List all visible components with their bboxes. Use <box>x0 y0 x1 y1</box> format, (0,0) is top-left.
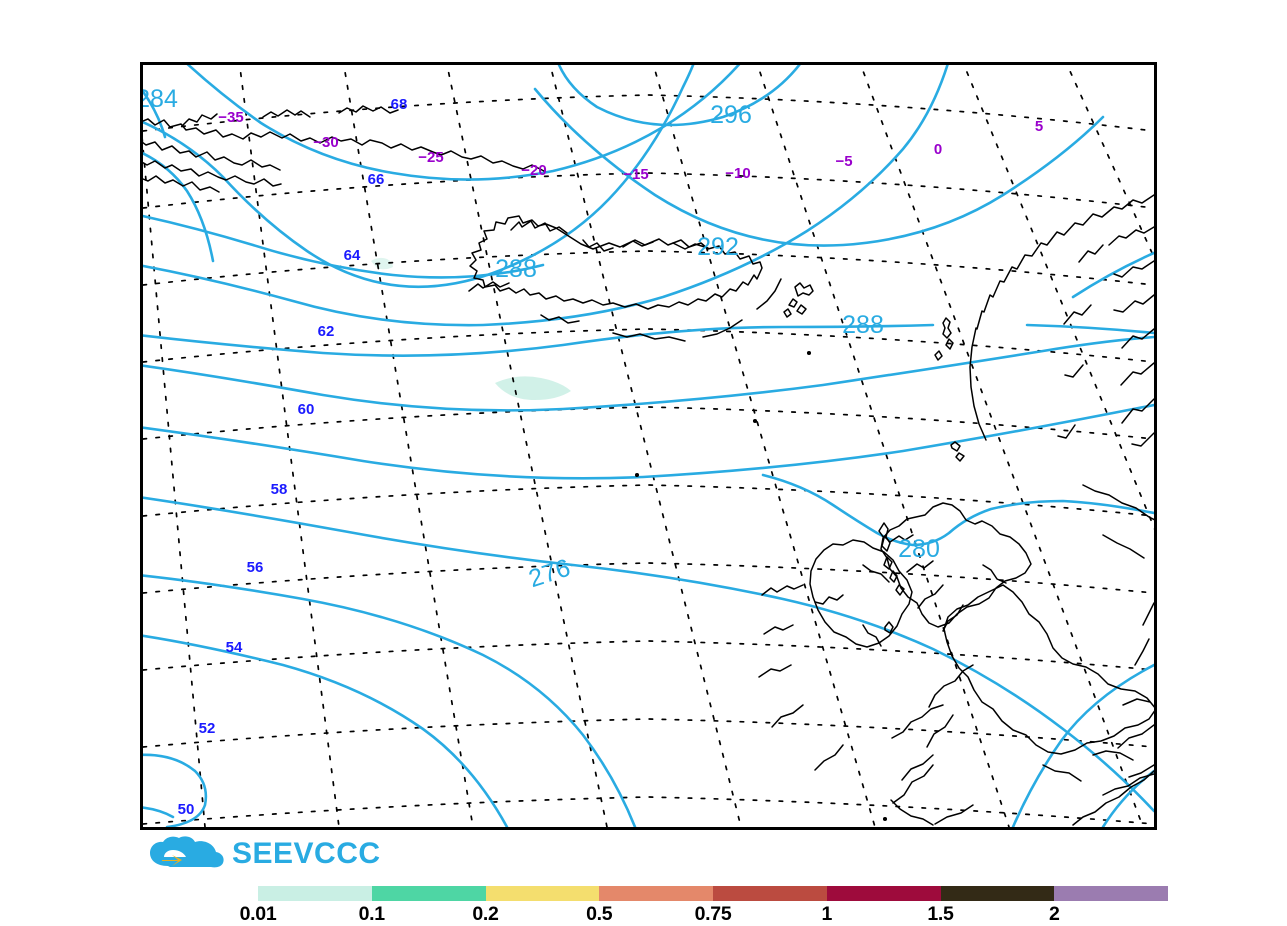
cloud-icon <box>150 836 224 868</box>
lon-label-m10: −10 <box>725 165 750 182</box>
colorbar-segment-5 <box>826 886 941 901</box>
colorbar-tick-0.75: 0.75 <box>694 903 732 925</box>
geopotential-contours <box>143 65 1154 827</box>
map-panel: 284 296 292 288 288 276 280 50 52 54 56 … <box>140 62 1157 830</box>
colorbar-tick-0.5: 0.5 <box>586 903 613 925</box>
coastlines <box>143 105 1154 826</box>
colorbar-tick-1.5: 1.5 <box>927 903 954 925</box>
longitude-labels: −35 −30 −25 −20 −15 −10 −5 0 5 <box>218 109 1043 183</box>
lat-label-68: 68 <box>391 96 408 113</box>
colorbar-segment-3 <box>599 886 713 901</box>
lon-label-m15: −15 <box>623 166 648 183</box>
colorbar-tick-0.2: 0.2 <box>472 903 499 925</box>
lon-label-m5: −5 <box>835 153 852 170</box>
colorbar-segment-1 <box>371 886 486 901</box>
colorbar-strip <box>258 886 1168 901</box>
lat-label-62: 62 <box>318 323 335 340</box>
contour-label-280: 280 <box>898 535 940 563</box>
lon-label-m25: −25 <box>418 149 443 166</box>
lat-label-66: 66 <box>368 171 385 188</box>
colorbar-segment-0 <box>258 886 372 901</box>
lat-label-52: 52 <box>199 720 216 737</box>
colorbar-tick-2: 2 <box>1048 903 1060 925</box>
lon-label-5: 5 <box>1035 118 1043 135</box>
contour-label-284: 284 <box>143 85 178 113</box>
contour-label-288-iceland: 288 <box>495 255 537 283</box>
lat-label-60: 60 <box>298 401 315 418</box>
colorbar-segment-6 <box>940 886 1055 901</box>
lat-label-56: 56 <box>247 559 264 576</box>
contour-label-288-east: 288 <box>842 311 884 339</box>
colorbar-tick-labels: 0.01 0.1 0.2 0.5 0.75 1 1.5 2 <box>240 903 1168 925</box>
colorbar-segment-7 <box>1054 886 1168 901</box>
lat-label-50: 50 <box>178 801 195 818</box>
lat-label-58: 58 <box>271 481 288 498</box>
colorbar-segment-4 <box>713 886 827 901</box>
map-canvas: 284 296 292 288 288 276 280 50 52 54 56 … <box>143 65 1154 827</box>
latitude-labels: 50 52 54 56 58 60 62 64 66 68 <box>178 96 408 818</box>
lat-label-54: 54 <box>226 639 243 656</box>
colorbar-tick-0.01: 0.01 <box>239 903 277 925</box>
lon-label-m35: −35 <box>218 109 243 126</box>
lat-label-64: 64 <box>344 247 361 264</box>
colorbar-segment-2 <box>485 886 600 901</box>
seevccc-logo: SEEVCCC <box>148 834 380 876</box>
contour-label-296: 296 <box>710 101 752 129</box>
dust-load-shading <box>371 257 571 400</box>
colorbar-tick-0.1: 0.1 <box>358 903 386 925</box>
graticule <box>143 65 1154 827</box>
lon-label-0: 0 <box>934 141 942 158</box>
lon-label-m20: −20 <box>521 162 546 179</box>
logo-text: SEEVCCC <box>232 837 381 870</box>
colorbar-tick-1: 1 <box>821 903 833 925</box>
contour-label-292: 292 <box>697 233 739 261</box>
dust-load-colorbar: 0.01 0.1 0.2 0.5 0.75 1 1.5 2 <box>240 886 1168 925</box>
lon-label-m30: −30 <box>313 134 338 151</box>
